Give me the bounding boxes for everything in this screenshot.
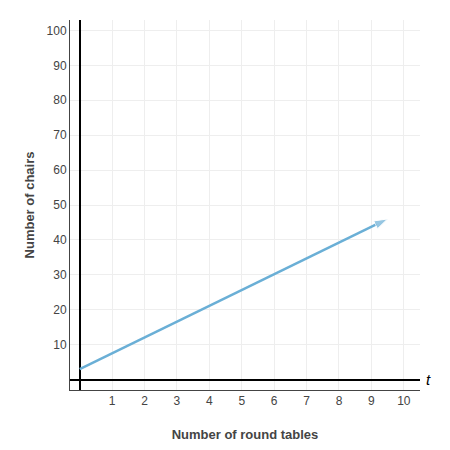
svg-text:20: 20 bbox=[53, 303, 67, 317]
svg-text:8: 8 bbox=[336, 394, 343, 408]
svg-text:70: 70 bbox=[53, 128, 67, 142]
svg-text:6: 6 bbox=[271, 394, 278, 408]
svg-text:Number of chairs: Number of chairs bbox=[22, 152, 37, 259]
svg-text:4: 4 bbox=[206, 394, 213, 408]
svg-text:3: 3 bbox=[174, 394, 181, 408]
svg-text:1: 1 bbox=[109, 394, 116, 408]
svg-text:60: 60 bbox=[53, 163, 67, 177]
svg-text:9: 9 bbox=[368, 394, 375, 408]
svg-text:40: 40 bbox=[53, 233, 67, 247]
svg-text:2: 2 bbox=[141, 394, 148, 408]
svg-text:30: 30 bbox=[53, 268, 67, 282]
svg-text:10: 10 bbox=[53, 338, 67, 352]
svg-text:10: 10 bbox=[397, 394, 411, 408]
svg-text:t: t bbox=[426, 371, 431, 388]
svg-text:5: 5 bbox=[238, 394, 245, 408]
svg-text:80: 80 bbox=[53, 93, 67, 107]
svg-text:100: 100 bbox=[47, 24, 67, 38]
svg-text:7: 7 bbox=[303, 394, 310, 408]
svg-text:90: 90 bbox=[53, 59, 67, 73]
svg-text:50: 50 bbox=[53, 198, 67, 212]
svg-text:Number of round tables: Number of round tables bbox=[172, 427, 319, 442]
